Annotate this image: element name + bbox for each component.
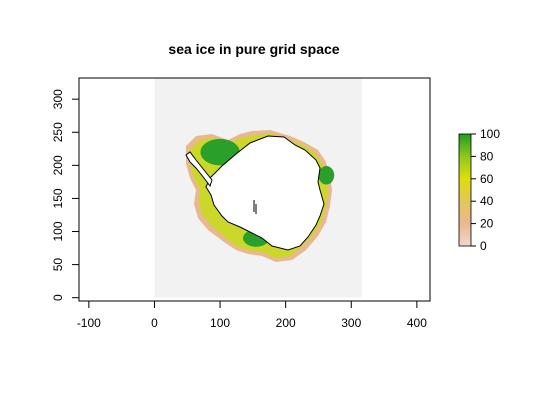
chart-title: sea ice in pure grid space bbox=[168, 41, 339, 57]
x-tick-label: -100 bbox=[77, 316, 101, 330]
colorbar-tick-label: 80 bbox=[480, 149, 494, 163]
y-tick-label: 100 bbox=[51, 221, 65, 241]
x-axis: -100 0 100 200 300 400 bbox=[77, 300, 427, 330]
y-tick-label: 50 bbox=[51, 258, 65, 272]
colorbar-tick-label: 0 bbox=[480, 239, 487, 253]
x-tick-label: 300 bbox=[341, 316, 361, 330]
y-axis: 0 50 100 150 200 250 300 bbox=[51, 89, 80, 301]
colorbar-ticks: 0 20 40 60 80 100 bbox=[471, 127, 500, 253]
colorbar-legend: 0 20 40 60 80 100 bbox=[458, 127, 500, 253]
antarctica-landmass bbox=[205, 135, 325, 251]
y-tick-label: 200 bbox=[51, 155, 65, 175]
y-tick-label: 250 bbox=[51, 122, 65, 142]
colorbar-tick-label: 100 bbox=[480, 127, 500, 141]
x-tick-label: 0 bbox=[151, 316, 158, 330]
x-tick-label: 400 bbox=[407, 316, 427, 330]
x-tick-label: 100 bbox=[210, 316, 230, 330]
y-tick-label: 150 bbox=[51, 188, 65, 208]
coastline-feature bbox=[253, 200, 257, 214]
y-tick-label: 0 bbox=[51, 294, 65, 301]
plot-area bbox=[154, 78, 362, 298]
x-tick-label: 200 bbox=[276, 316, 296, 330]
colorbar-gradient bbox=[458, 133, 472, 247]
antarctic-peninsula bbox=[185, 151, 213, 188]
colorbar-tick-label: 40 bbox=[480, 194, 494, 208]
colorbar-tick-label: 20 bbox=[480, 217, 494, 231]
ice-patch-east-antarctic-coast bbox=[318, 166, 335, 185]
y-tick-label: 300 bbox=[51, 89, 65, 109]
colorbar-tick-label: 60 bbox=[480, 172, 494, 186]
